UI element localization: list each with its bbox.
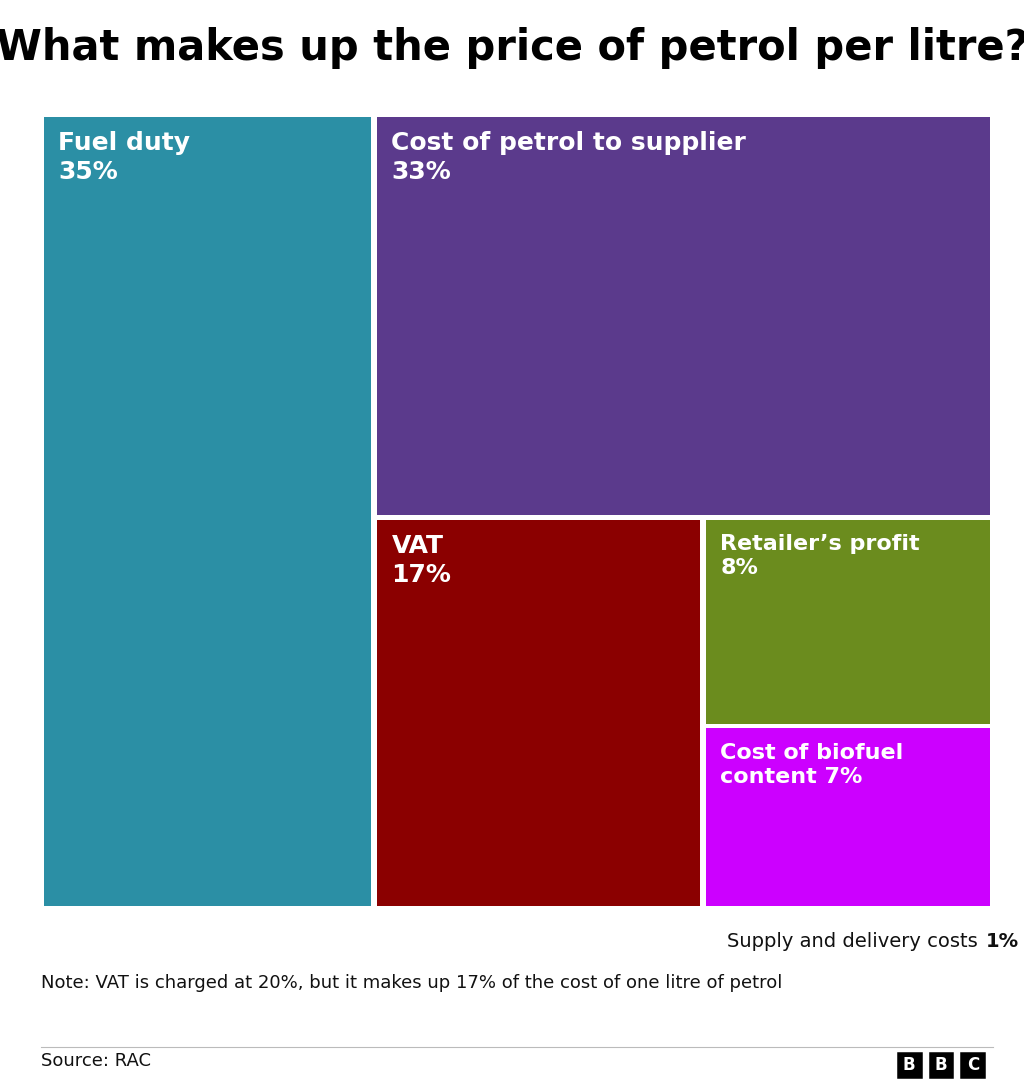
Text: Cost of biofuel
content 7%: Cost of biofuel content 7%	[720, 743, 903, 787]
Text: Source: RAC: Source: RAC	[41, 1052, 151, 1071]
FancyBboxPatch shape	[958, 1051, 987, 1079]
Text: 1%: 1%	[986, 932, 1019, 951]
Bar	[377, 116, 990, 515]
Text: Cost of petrol to supplier
33%: Cost of petrol to supplier 33%	[391, 131, 746, 184]
Text: B: B	[903, 1056, 915, 1074]
Text: B: B	[935, 1056, 947, 1074]
FancyBboxPatch shape	[895, 1051, 924, 1079]
Text: Fuel duty
35%: Fuel duty 35%	[58, 131, 190, 184]
Text: Supply and delivery costs: Supply and delivery costs	[727, 932, 984, 951]
Text: Retailer’s profit
8%: Retailer’s profit 8%	[720, 534, 920, 578]
Text: VAT
17%: VAT 17%	[391, 534, 452, 586]
Bar	[706, 728, 990, 906]
Bar	[996, 728, 1024, 906]
Text: Note: VAT is charged at 20%, but it makes up 17% of the cost of one litre of pet: Note: VAT is charged at 20%, but it make…	[41, 974, 782, 992]
Bar	[377, 520, 700, 906]
Text: What makes up the price of petrol per litre?: What makes up the price of petrol per li…	[0, 27, 1024, 70]
Text: C: C	[967, 1056, 979, 1074]
Bar	[44, 116, 372, 906]
FancyBboxPatch shape	[927, 1051, 955, 1079]
Bar	[706, 520, 990, 724]
